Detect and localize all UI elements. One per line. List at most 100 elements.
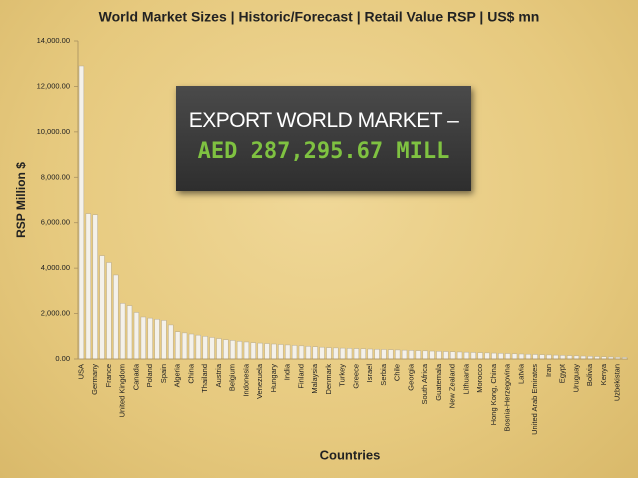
x-tick-label: Denmark xyxy=(324,364,333,395)
bar xyxy=(477,352,483,360)
bar xyxy=(580,355,586,360)
chart-title: World Market Sizes | Historic/Forecast |… xyxy=(99,9,540,25)
bar xyxy=(209,337,215,360)
x-tick-label: Austria xyxy=(214,363,223,387)
y-tick-label: 14,000.00 xyxy=(37,36,70,45)
bar xyxy=(126,305,133,360)
x-tick-label: Hungary xyxy=(269,364,278,393)
bar xyxy=(346,348,353,360)
y-tick-label: 2,000.00 xyxy=(41,309,70,318)
bar xyxy=(181,332,188,360)
bar xyxy=(560,355,566,360)
bar xyxy=(429,350,435,360)
bar xyxy=(395,349,401,360)
x-tick-label: Indonesia xyxy=(241,363,250,396)
bar xyxy=(154,319,160,360)
bar xyxy=(120,303,126,360)
x-tick-label: Belgium xyxy=(228,364,237,391)
bar xyxy=(333,347,339,360)
bar xyxy=(443,351,449,360)
bar xyxy=(422,350,428,360)
bar xyxy=(587,356,593,360)
x-tick-label: Hong Kong, China xyxy=(489,363,498,425)
bar xyxy=(291,345,298,360)
x-tick-label: Thailand xyxy=(200,364,209,393)
bar xyxy=(511,353,518,360)
bar xyxy=(340,347,346,360)
x-tick-label: South Africa xyxy=(420,363,429,404)
x-tick-label: Uruguay xyxy=(571,364,580,393)
callout-box: EXPORT WORLD MARKET – AED 287,295.67 MIL… xyxy=(176,86,471,191)
bar xyxy=(367,348,373,360)
bar xyxy=(298,345,305,360)
bar xyxy=(305,346,311,360)
bar xyxy=(470,352,476,360)
bar xyxy=(319,346,325,360)
y-tick-label: 6,000.00 xyxy=(41,218,70,227)
bar xyxy=(230,340,236,360)
bar xyxy=(525,353,531,360)
x-tick-label: New Zealand xyxy=(448,364,457,408)
bar xyxy=(92,214,98,360)
bar xyxy=(85,213,91,360)
bar xyxy=(532,354,538,360)
bar xyxy=(518,353,525,360)
x-tick-label: Bolivia xyxy=(585,363,594,386)
x-tick-label: Uzbekistan xyxy=(613,364,622,401)
bar xyxy=(436,351,442,360)
x-tick-label: Guatemala xyxy=(434,363,443,401)
bar xyxy=(566,355,573,360)
x-tick-label: Bosnia-Herzegovina xyxy=(503,363,512,431)
bar xyxy=(271,343,277,360)
x-axis-title: Countries xyxy=(320,447,381,462)
y-tick-label: 0.00 xyxy=(55,354,70,363)
bar xyxy=(223,339,229,360)
x-tick-label: Greece xyxy=(351,364,360,389)
bar xyxy=(202,336,208,360)
bar xyxy=(264,343,270,360)
bar xyxy=(573,355,580,360)
bar xyxy=(505,353,511,360)
bar xyxy=(326,347,332,360)
y-tick-label: 4,000.00 xyxy=(41,263,70,272)
x-tick-label: Kenya xyxy=(599,363,608,385)
y-tick-label: 10,000.00 xyxy=(37,127,70,136)
bar xyxy=(491,352,497,360)
x-tick-label: Finland xyxy=(296,364,305,389)
bar xyxy=(546,354,552,360)
x-tick-label: Spain xyxy=(159,364,168,383)
bar xyxy=(195,334,201,360)
bar xyxy=(456,351,463,360)
x-tick-label: Malaysia xyxy=(310,363,319,393)
x-tick-label: Lithuania xyxy=(461,363,470,394)
bar xyxy=(106,262,112,360)
bar xyxy=(236,341,243,360)
bar xyxy=(78,65,85,360)
x-tick-label: Chile xyxy=(393,364,402,381)
x-tick-label: Egypt xyxy=(558,363,567,383)
bar xyxy=(250,342,256,360)
x-tick-label: Georgia xyxy=(406,363,415,391)
bar xyxy=(113,274,119,360)
x-tick-label: China xyxy=(186,363,195,383)
callout-value: AED 287,295.67 MILL xyxy=(197,139,450,164)
bar xyxy=(161,320,167,360)
bar xyxy=(381,349,387,360)
y-axis-title: RSP Million $ xyxy=(14,162,28,238)
bar xyxy=(498,353,504,360)
x-tick-label: United Kingdom xyxy=(118,364,127,417)
bar xyxy=(553,354,559,360)
x-tick-label: Israel xyxy=(365,364,374,383)
bar xyxy=(312,346,318,360)
x-tick-label: India xyxy=(283,363,292,380)
bar xyxy=(401,349,408,360)
x-tick-label: Serbia xyxy=(379,363,388,386)
bar xyxy=(133,312,140,360)
bar xyxy=(243,341,250,360)
bar xyxy=(99,255,105,360)
bar xyxy=(216,338,222,360)
bar xyxy=(463,351,470,360)
bar xyxy=(285,344,291,360)
